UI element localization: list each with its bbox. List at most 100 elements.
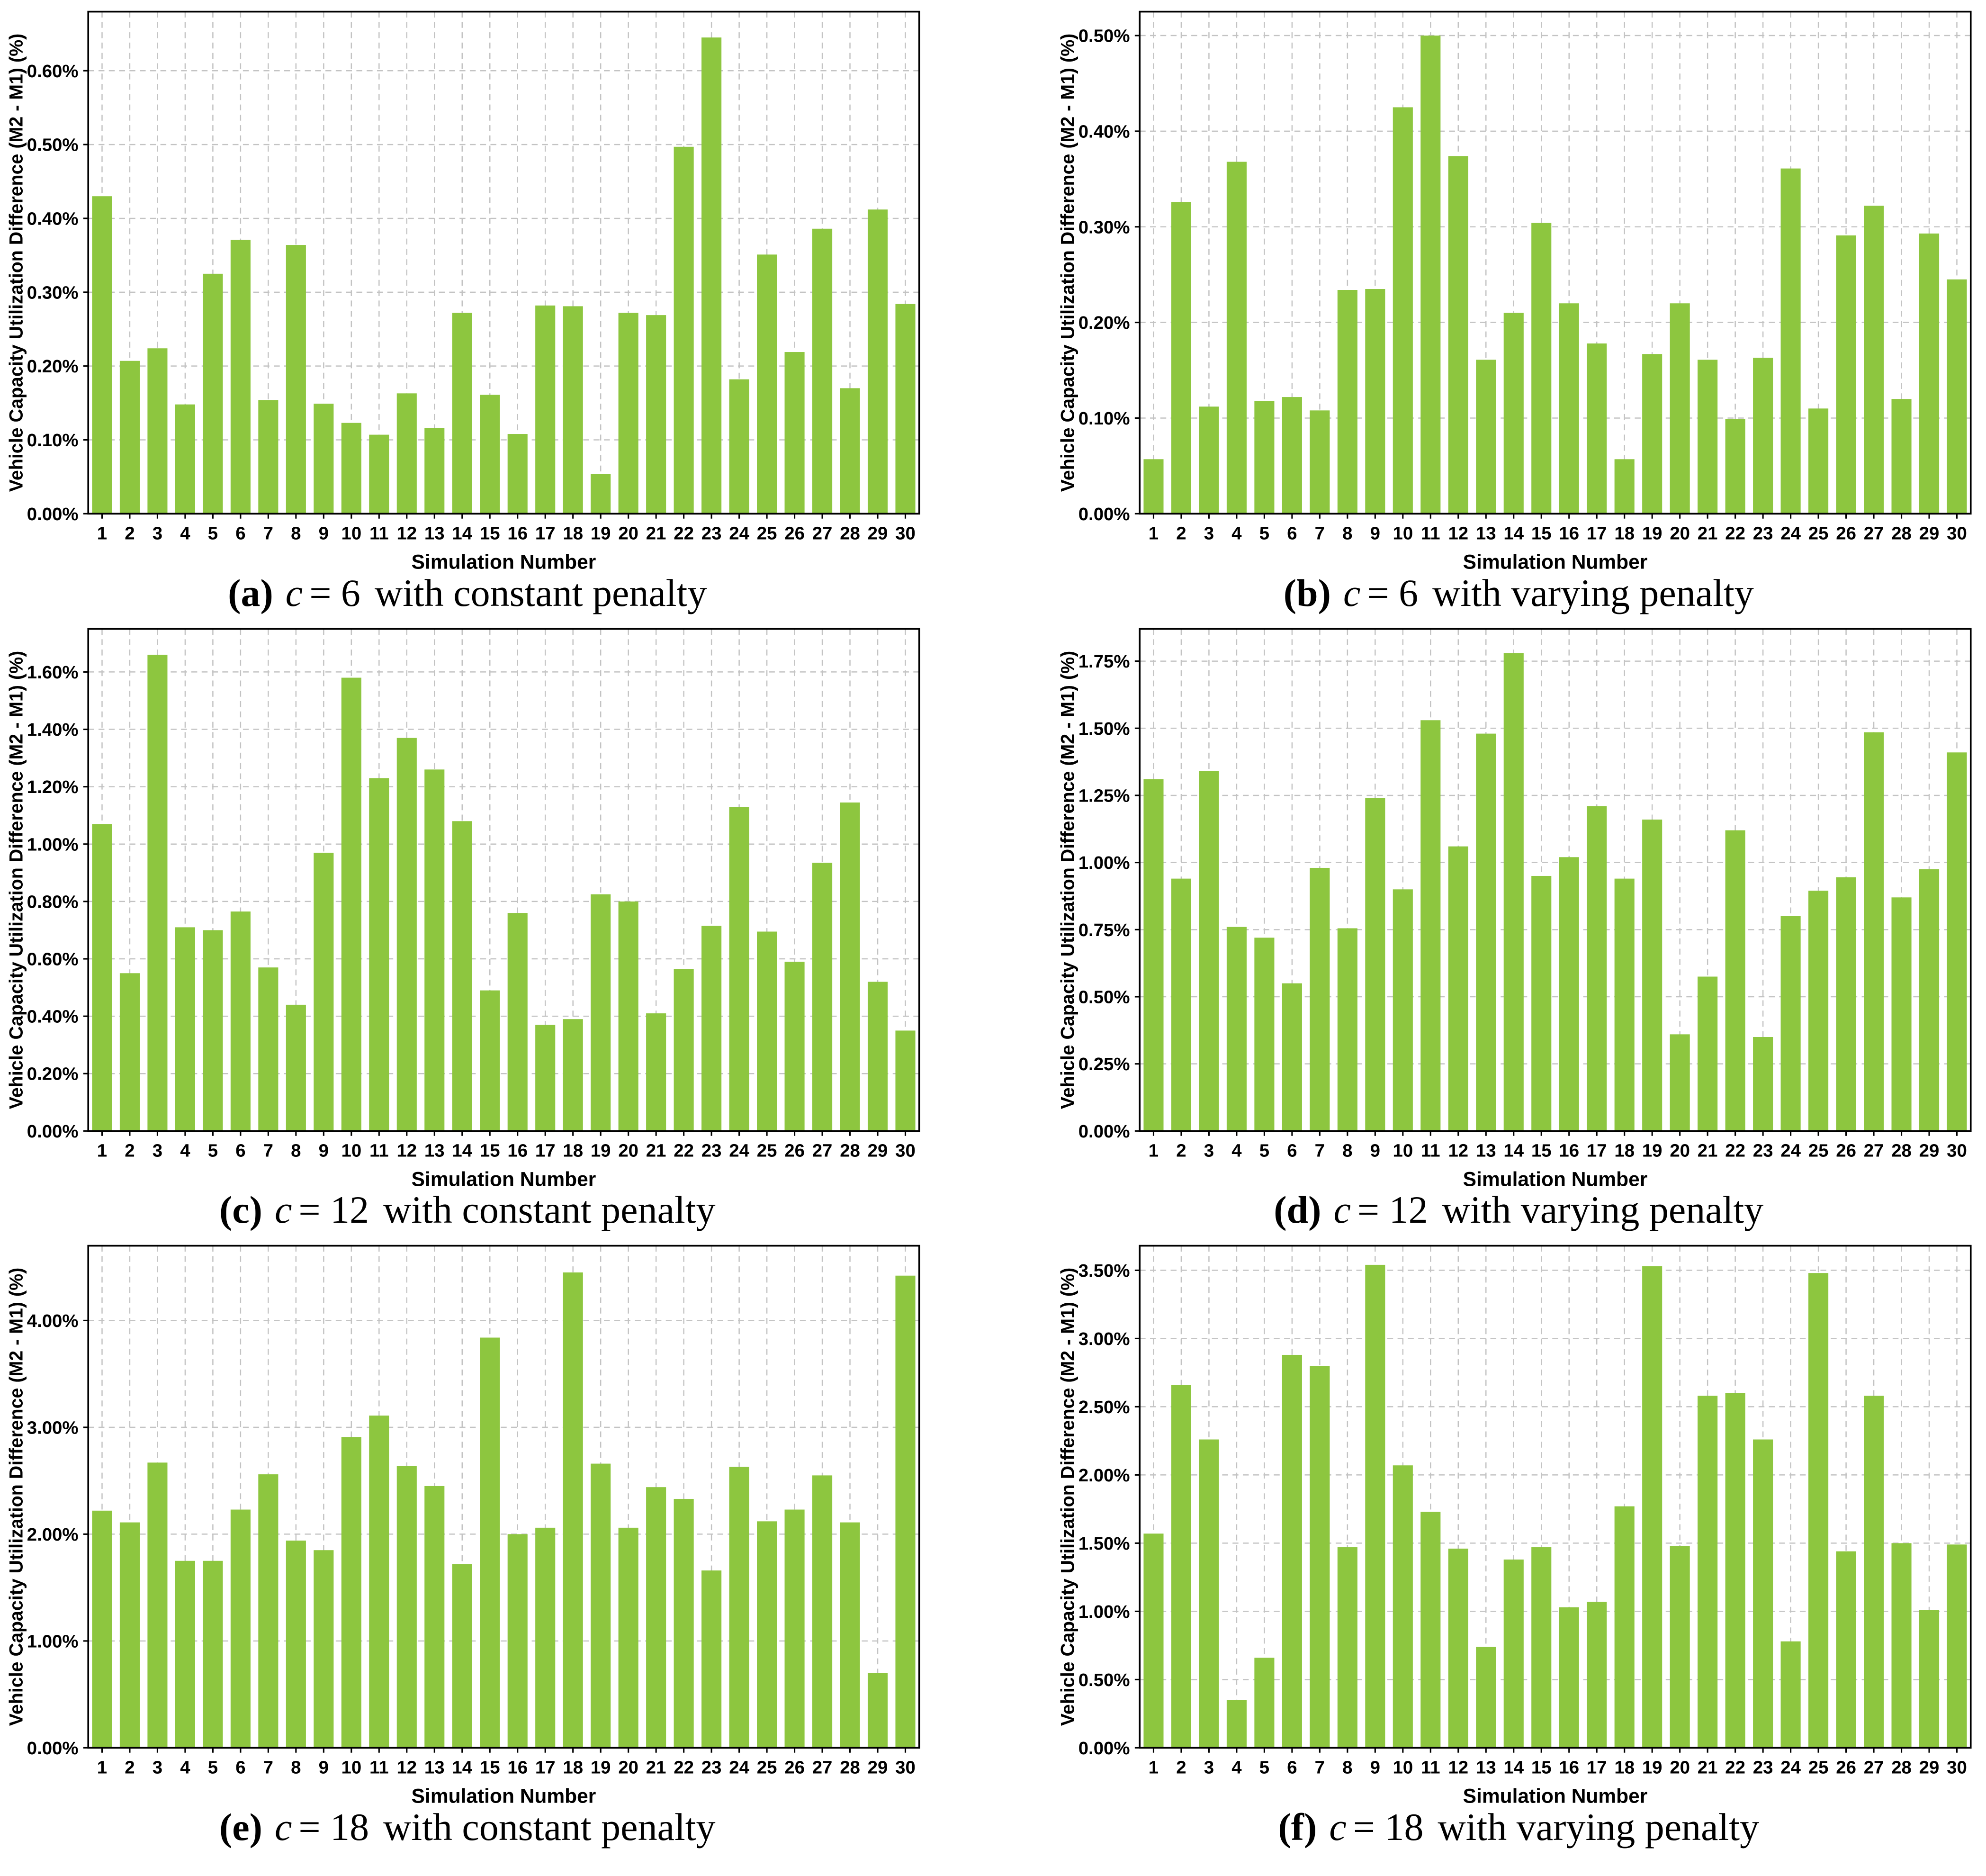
x-tick-label: 14 bbox=[452, 523, 472, 543]
bar-chart-d: 0.00% 0.25% 0.50% 0.75% 1.00% 1.25% 1.50% 1.75%… bbox=[1057, 628, 1972, 1186]
bar bbox=[1282, 983, 1302, 1131]
bar bbox=[230, 1509, 251, 1748]
x-tick-label: 19 bbox=[591, 523, 611, 543]
bar bbox=[1919, 1610, 1939, 1748]
y-tick-label: 0.50% bbox=[1078, 26, 1130, 46]
y-tick-label: 0.30% bbox=[1078, 217, 1130, 237]
bar bbox=[1503, 1560, 1524, 1748]
x-tick-label: 16 bbox=[507, 1758, 528, 1778]
x-tick-label: 24 bbox=[1780, 523, 1801, 543]
bar bbox=[563, 1272, 583, 1748]
x-tick-label: 24 bbox=[1780, 1758, 1801, 1778]
bar bbox=[1393, 1465, 1413, 1748]
x-axis-label: Simulation Number bbox=[1463, 1168, 1647, 1186]
chart-panel-c: 0.00% 0.20% 0.40% 0.60% 0.80% 1.00% 1.20% 1.40%… bbox=[6, 621, 929, 1232]
x-tick-label: 21 bbox=[1697, 1758, 1717, 1778]
x-tick-label: 22 bbox=[674, 1758, 694, 1778]
y-tick-label: 0.40% bbox=[1078, 121, 1130, 142]
x-axis-label: Simulation Number bbox=[1463, 1786, 1647, 1803]
y-tick-label: 0.00% bbox=[1078, 504, 1130, 524]
bar bbox=[701, 1570, 722, 1748]
bar bbox=[1448, 846, 1468, 1131]
bar bbox=[1863, 732, 1884, 1131]
y-tick-label: 0.20% bbox=[1078, 313, 1130, 333]
bar bbox=[1337, 928, 1357, 1131]
bar bbox=[452, 1564, 472, 1748]
caption-variable: c bbox=[285, 571, 303, 614]
bar bbox=[757, 254, 777, 514]
caption-text: with varying penalty bbox=[1442, 1188, 1764, 1232]
x-tick-label: 28 bbox=[840, 1140, 860, 1161]
y-tick-label: 0.30% bbox=[27, 282, 79, 303]
x-tick-label: 10 bbox=[1393, 1140, 1413, 1161]
x-tick-label: 9 bbox=[319, 1758, 329, 1778]
x-tick-label: 6 bbox=[235, 1758, 245, 1778]
y-tick-label: 0.00% bbox=[1078, 1738, 1130, 1759]
bar-chart-e: 0.00%1.00%2.00%3.00%4.00%1 2 3 4 5 6 7 8 9 10 11 12… bbox=[6, 1245, 920, 1803]
x-tick-label: 20 bbox=[1670, 1758, 1690, 1778]
x-tick-label: 17 bbox=[1586, 1758, 1607, 1778]
caption-variable: c bbox=[1329, 1805, 1347, 1849]
x-tick-label: 3 bbox=[1204, 1758, 1213, 1778]
x-tick-label: 5 bbox=[1259, 523, 1269, 543]
bar bbox=[1614, 1506, 1635, 1748]
bar bbox=[1725, 419, 1745, 514]
x-tick-label: 17 bbox=[1586, 523, 1607, 543]
y-tick-label: 0.60% bbox=[27, 61, 79, 81]
x-tick-label: 22 bbox=[1725, 523, 1745, 543]
x-tick-label: 29 bbox=[868, 523, 888, 543]
x-tick-label: 19 bbox=[1642, 1140, 1662, 1161]
bar bbox=[258, 400, 279, 514]
y-tick-label: 0.00% bbox=[27, 1121, 79, 1142]
x-tick-label: 5 bbox=[1259, 1140, 1269, 1161]
x-tick-label: 23 bbox=[701, 1140, 722, 1161]
y-gridlines bbox=[1139, 1270, 1971, 1680]
bar bbox=[840, 388, 860, 514]
y-tick-label: 1.50% bbox=[1078, 718, 1130, 739]
bar bbox=[535, 1528, 556, 1748]
bar bbox=[674, 968, 694, 1131]
x-tick-label: 14 bbox=[452, 1758, 472, 1778]
x-tick-label: 5 bbox=[208, 1140, 218, 1161]
x-tick-label: 24 bbox=[729, 1140, 749, 1161]
bar bbox=[812, 1475, 833, 1748]
y-tick-labels: 0.00% 0.50% 1.00% 1.50% 2.00% 2.50% 3.00% 3.50% bbox=[1078, 1261, 1140, 1759]
bars bbox=[1143, 36, 1967, 514]
x-tick-label: 21 bbox=[646, 1758, 666, 1778]
y-tick-label: 1.25% bbox=[1078, 785, 1130, 806]
x-tick-label: 14 bbox=[1503, 1140, 1524, 1161]
bar bbox=[341, 423, 361, 514]
x-tick-label: 28 bbox=[1891, 1140, 1912, 1161]
bar bbox=[1863, 1396, 1884, 1748]
bar bbox=[784, 352, 805, 514]
bar bbox=[396, 1466, 417, 1748]
bar bbox=[1891, 399, 1912, 514]
bar bbox=[867, 1673, 888, 1748]
bar bbox=[1752, 1439, 1773, 1748]
y-tick-labels: 0.00% 0.25% 0.50% 0.75% 1.00% 1.25% 1.50% 1.75% bbox=[1078, 651, 1140, 1142]
bar bbox=[1337, 290, 1357, 514]
bar bbox=[92, 824, 112, 1131]
x-tick-label: 7 bbox=[1314, 1758, 1324, 1778]
y-axis-label: Vehicle Capacity Utilization Difference … bbox=[6, 34, 27, 492]
bar bbox=[757, 931, 777, 1131]
x-tick-label: 10 bbox=[341, 523, 361, 543]
caption-d: (d) c = 12 with varying penalty bbox=[1274, 1189, 1763, 1231]
x-tick-label: 1 bbox=[97, 1758, 107, 1778]
bar bbox=[1475, 1647, 1496, 1748]
x-tick-label: 4 bbox=[180, 1758, 190, 1778]
x-tick-label: 2 bbox=[125, 523, 135, 543]
caption-text: with constant penalty bbox=[383, 1805, 716, 1849]
x-tick-label: 8 bbox=[1342, 1758, 1352, 1778]
x-tick-label: 3 bbox=[1204, 523, 1213, 543]
x-tick-label: 25 bbox=[757, 1140, 777, 1161]
x-tick-label: 20 bbox=[1670, 523, 1690, 543]
bar bbox=[1752, 1037, 1773, 1131]
y-tick-label: 1.00% bbox=[27, 834, 79, 855]
bar bbox=[1919, 233, 1939, 514]
x-tick-label: 26 bbox=[784, 1140, 805, 1161]
bar bbox=[1337, 1547, 1357, 1748]
bar bbox=[674, 1499, 694, 1748]
bar bbox=[175, 927, 195, 1131]
